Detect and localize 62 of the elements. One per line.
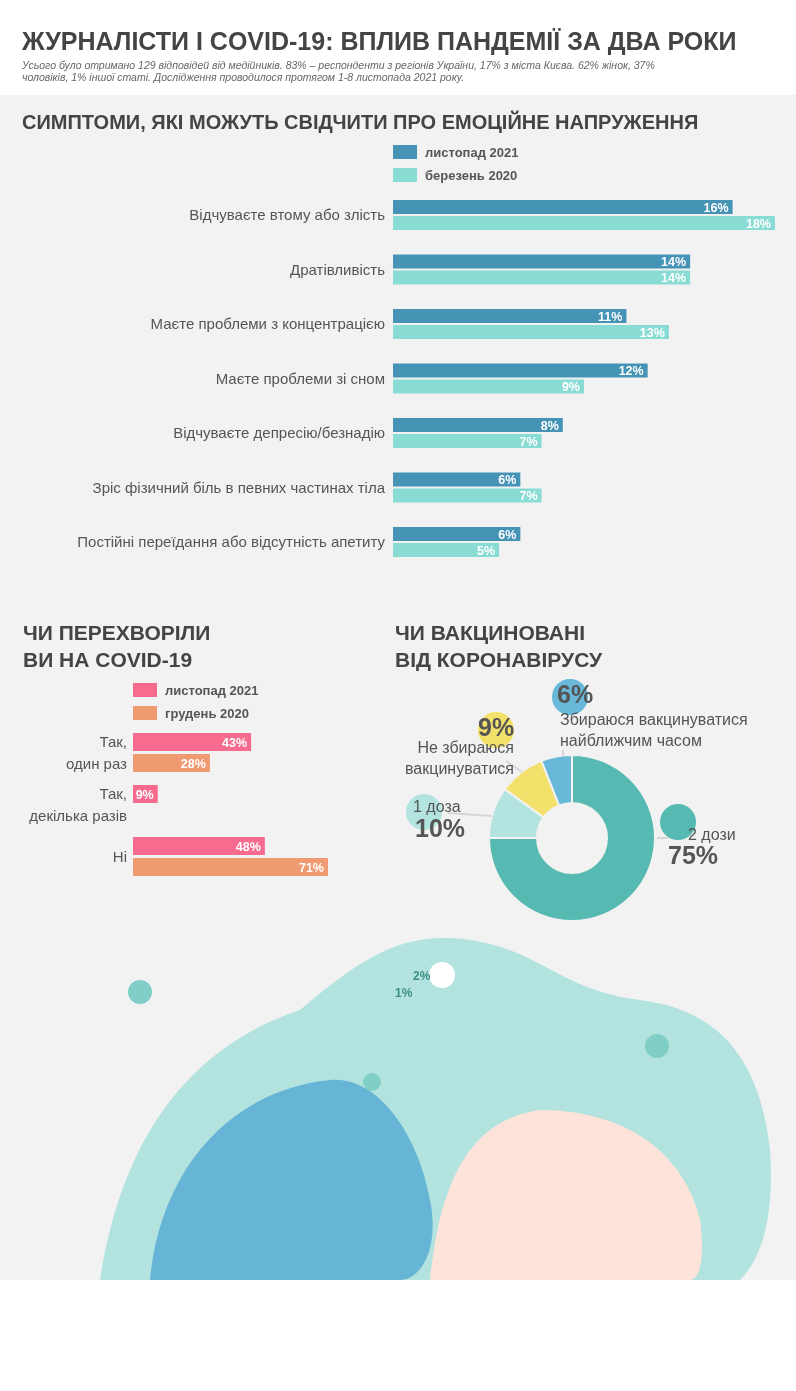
y-tick-label: Маєте проблеми зі сном (215, 369, 385, 387)
y-tick-label: Ні (112, 847, 127, 865)
data-label: 5% (477, 543, 496, 558)
bar (393, 363, 648, 378)
data-label: 10% (415, 814, 466, 842)
data-label: 14% (661, 255, 687, 269)
chart-title: ЧИ ВАКЦИНОВАНІ ВІД КОРОНАВІРУСУ (395, 621, 604, 671)
legend-label: березень 2020 (425, 168, 518, 183)
data-label: 14% (661, 271, 687, 285)
y-tick-label: Постійні переїдання або відсутність апетиту (77, 533, 386, 550)
text: Усього було отримано 129 відповідей від медійників. 83% – респонденти з регіонів України, 17% з міста Києва. 62% жінок, 37% чоловіків, 1% іншої статі. Дослідження проводилося протягом 1-8 листопада 2021 року. (21, 59, 655, 83)
bar (393, 418, 563, 432)
data-label: 7% (519, 489, 538, 503)
y-tick-label: Відчуваєте втому або злість (189, 206, 386, 223)
y-tick-label: Маєте проблеми з концентрацією (150, 315, 385, 332)
bar (393, 527, 521, 541)
bar (393, 216, 775, 230)
data-label: 71% (298, 860, 324, 875)
data-label: 12% (618, 364, 644, 378)
data-label: 16% (703, 200, 729, 215)
slice-label: Не збираюся вакцинуватися (405, 739, 514, 777)
text: ЖУРНАЛІСТИ І COVID-19: ВПЛИВ ПАНДЕМІЇ ЗА ДВА РОКИ (21, 27, 737, 55)
chart-title: ЧИ ПЕРЕХВОРІЛИ ВИ НА COVID-19 (23, 621, 211, 671)
bar (393, 325, 669, 339)
data-label: 11% (598, 309, 623, 324)
bar (393, 254, 691, 269)
data-label: 9% (478, 713, 515, 741)
bar (393, 434, 542, 448)
legend-label: Збираюся вакцинуватися найближчим часом (560, 711, 748, 749)
y-tick-label: Так, один раз (66, 732, 128, 772)
data-label: 7% (519, 434, 538, 449)
chart-title: СИМПТОМИ, ЯКІ МОЖУТЬ СВІДЧИТИ ПРО ЕМОЦІЙНЕ НАПРУЖЕННЯ (22, 110, 699, 133)
legend-label: листопад 2021 (165, 683, 259, 698)
y-tick-label: Відчуваєте депресію/безнадію (173, 424, 385, 441)
bar (133, 837, 265, 855)
slice-label: 1 доза (413, 798, 461, 815)
data-label: 43% (222, 735, 248, 750)
data-label: 28% (180, 756, 206, 771)
data-label: 8% (540, 418, 559, 433)
bar (393, 309, 627, 323)
data-label: 48% (235, 839, 261, 854)
data-label: 13% (639, 325, 665, 340)
data-label: 6% (498, 527, 517, 542)
data-label: 18% (745, 216, 771, 231)
bar (133, 858, 328, 876)
data-label: 9% (135, 787, 154, 802)
y-tick-label: Дратівливість (290, 260, 386, 278)
bar (393, 200, 733, 214)
text: 2% (413, 969, 431, 983)
bar (133, 733, 252, 751)
y-tick-label: Так, декілька разів (29, 784, 128, 824)
bar (393, 488, 542, 503)
legend-label: листопад 2021 (425, 145, 519, 160)
y-tick-label: Зріс фізичний біль в певних частинах тіла (92, 478, 386, 496)
bar (393, 543, 500, 557)
data-label: 9% (561, 380, 580, 394)
bar (393, 379, 584, 394)
data-label: 6% (498, 473, 517, 487)
bar (393, 472, 521, 487)
bar (393, 270, 691, 285)
text: 1% (395, 986, 413, 1000)
legend-label: грудень 2020 (165, 706, 249, 721)
